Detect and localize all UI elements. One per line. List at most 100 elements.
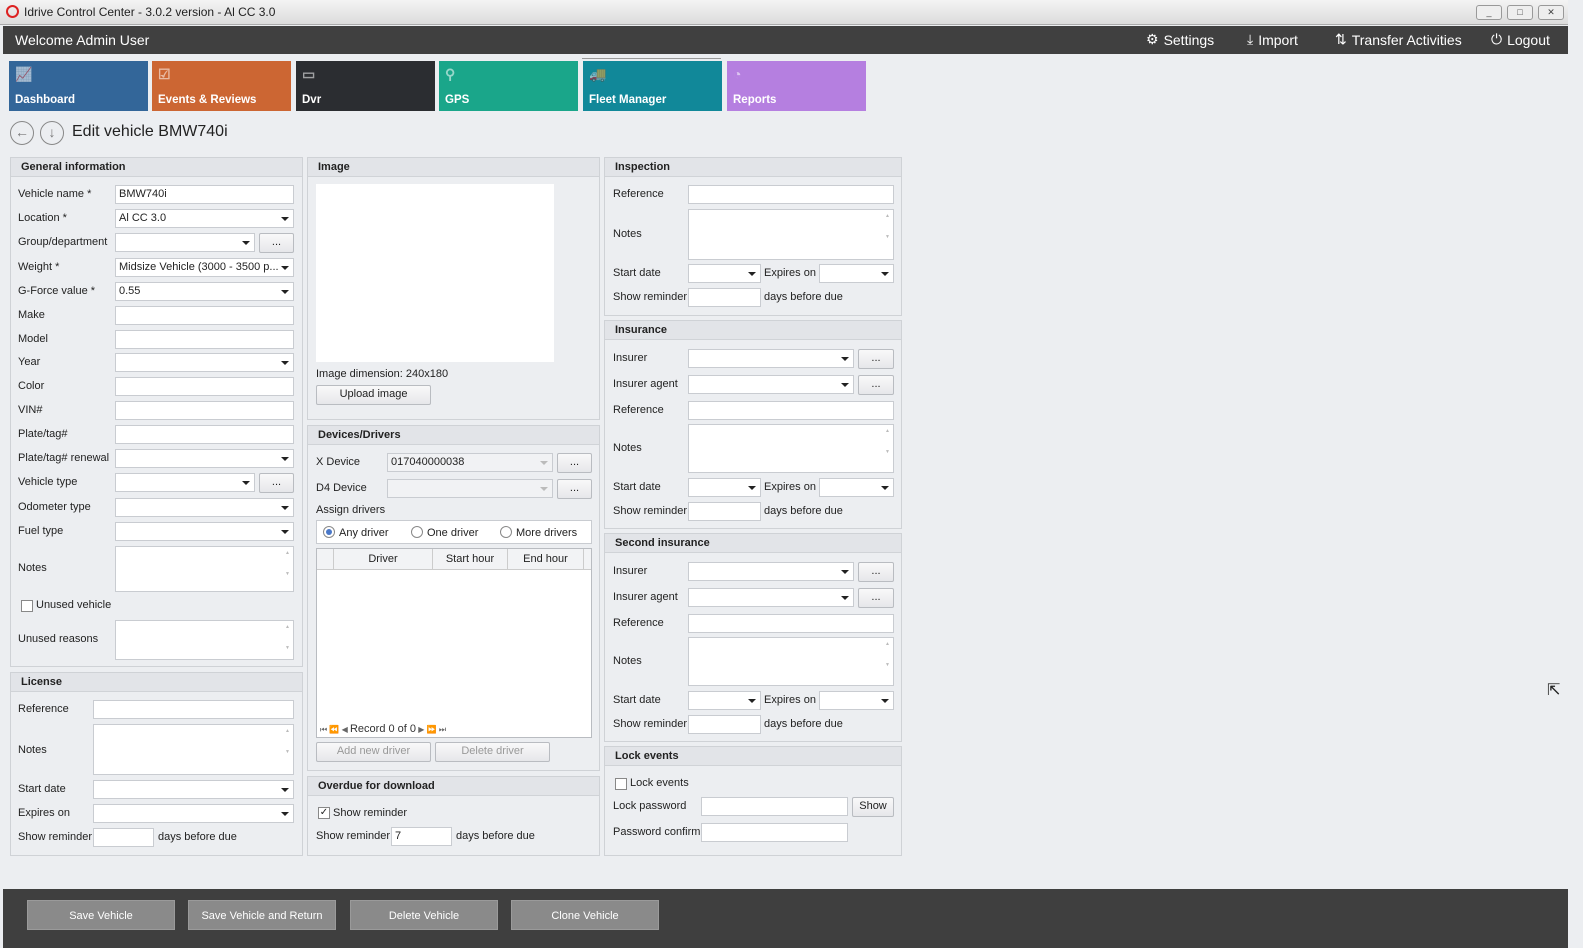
year-select[interactable] [115,353,294,372]
password-confirm-input[interactable] [701,823,848,842]
tile-gps[interactable]: ⚲ GPS [439,61,578,111]
inspection-start-select[interactable] [688,264,761,283]
minimize-button[interactable]: _ [1476,5,1502,20]
inspection-expires-select[interactable] [819,264,894,283]
second-insurer-more-button[interactable]: ... [858,562,894,582]
notes-textarea[interactable] [115,546,294,592]
second-insurer-agent-more-button[interactable]: ... [858,588,894,608]
back-arrow-icon[interactable]: ← [10,121,34,145]
column-end-hour[interactable]: End hour [508,549,584,570]
odometer-select[interactable] [115,498,294,517]
x-device-select[interactable]: 017040000038 [387,453,553,472]
overdue-panel: Overdue for download ✓ Show reminder Sho… [307,776,600,856]
unused-reasons-textarea[interactable] [115,620,294,660]
settings-button[interactable]: ⚙ Settings [1146,31,1214,48]
panel-header: Second insurance [605,534,901,553]
tile-fleet-manager[interactable]: 🚚 Fleet Manager [583,61,722,111]
nav-first-prev-icons[interactable]: ⏮ ⏪ ◀ [320,725,350,734]
transfer-activities-button[interactable]: ⇅ Transfer Activities [1335,31,1462,48]
weight-select[interactable]: Midsize Vehicle (3000 - 3500 p... [115,258,294,277]
dimension-label: Image dimension: [316,368,403,380]
group-label: Group/department [18,236,108,248]
license-start-date-select[interactable] [93,780,294,799]
insurance-expires-select[interactable] [819,478,894,497]
inspection-reminder-input[interactable] [688,288,761,307]
x-device-more-button[interactable]: ... [557,453,592,473]
tile-events-reviews[interactable]: ☑ Events & Reviews [152,61,291,111]
maximize-button[interactable]: □ [1507,5,1533,20]
close-button[interactable]: ✕ [1538,5,1564,20]
d4-device-more-button[interactable]: ... [557,479,592,499]
upload-image-button[interactable]: Upload image [316,385,431,405]
second-reference-input[interactable] [688,614,894,633]
insurer-agent-select[interactable] [688,375,854,394]
group-more-button[interactable]: ... [259,233,294,253]
plate-input[interactable] [115,425,294,444]
second-reminder-input[interactable] [688,715,761,734]
vin-input[interactable] [115,401,294,420]
vehicle-type-select[interactable] [115,473,255,492]
save-and-return-button[interactable]: Save Vehicle and Return [188,900,336,930]
logout-label: Logout [1507,31,1550,48]
show-password-button[interactable]: Show [852,797,894,817]
insurance-reference-input[interactable] [688,401,894,420]
color-input[interactable] [115,377,294,396]
plate-renewal-select[interactable] [115,449,294,468]
clone-vehicle-button[interactable]: Clone Vehicle [511,900,659,930]
insurer-more-button[interactable]: ... [858,349,894,369]
vehicle-name-input[interactable]: BMW740i [115,185,294,204]
inspection-notes-textarea[interactable] [688,209,894,260]
nav-next-last-icons[interactable]: ▶ ⏩ ⏭ [416,725,447,734]
radio-one-driver[interactable]: One driver [411,526,478,539]
show-reminder-checkbox[interactable]: ✓ [318,807,330,819]
logout-button[interactable]: ⏻ Logout [1491,31,1550,48]
radio-more-drivers[interactable]: More drivers [500,526,577,539]
lock-password-input[interactable] [701,797,848,816]
insurance-reminder-input[interactable] [688,502,761,521]
model-input[interactable] [115,330,294,349]
radio-any-driver[interactable]: Any driver [323,526,389,539]
second-insurer-agent-select[interactable] [688,588,854,607]
vehicle-type-more-button[interactable]: ... [259,473,294,493]
vin-label: VIN# [18,404,43,416]
license-notes-textarea[interactable] [93,724,294,775]
insurance-notes-textarea[interactable] [688,424,894,473]
fuel-label: Fuel type [18,525,64,537]
down-arrow-icon[interactable]: ↓ [40,121,64,145]
delete-driver-button[interactable]: Delete driver [435,742,550,762]
insurer-select[interactable] [688,349,854,368]
inspection-reference-input[interactable] [688,185,894,204]
insurer-agent-more-button[interactable]: ... [858,375,894,395]
license-reference-input[interactable] [93,700,294,719]
license-panel: License Reference Notes Start date Expir… [10,672,303,856]
fuel-select[interactable] [115,522,294,541]
gforce-select[interactable]: 0.55 [115,282,294,301]
location-select[interactable]: Al CC 3.0 [115,209,294,228]
make-input[interactable] [115,306,294,325]
tile-reports[interactable]: ◔ Reports [727,61,866,111]
second-start-label: Start date [613,694,661,706]
unused-vehicle-checkbox[interactable] [21,600,33,612]
group-select[interactable] [115,233,255,252]
second-notes-textarea[interactable] [688,637,894,686]
column-start-hour[interactable]: Start hour [433,549,508,570]
record-count: Record 0 of 0 [349,723,417,735]
second-insurer-agent-label: Insurer agent [613,591,678,603]
second-expires-select[interactable] [819,691,894,710]
insurance-start-select[interactable] [688,478,761,497]
d4-device-select[interactable] [387,479,553,498]
lock-events-checkbox[interactable] [615,778,627,790]
delete-vehicle-button[interactable]: Delete Vehicle [350,900,498,930]
second-start-select[interactable] [688,691,761,710]
image-panel: Image Image dimension: 240x180 Upload im… [307,157,600,420]
tile-dashboard[interactable]: 📈 Dashboard [9,61,148,111]
add-new-driver-button[interactable]: Add new driver [316,742,431,762]
tile-dvr[interactable]: ▭ Dvr [296,61,435,111]
save-vehicle-button[interactable]: Save Vehicle [27,900,175,930]
second-insurer-select[interactable] [688,562,854,581]
license-reminder-input[interactable] [93,828,154,847]
import-button[interactable]: ⤓ Import [1247,31,1298,48]
column-driver[interactable]: Driver [333,549,433,570]
overdue-days-input[interactable]: 7 [391,827,452,846]
license-expires-select[interactable] [93,804,294,823]
